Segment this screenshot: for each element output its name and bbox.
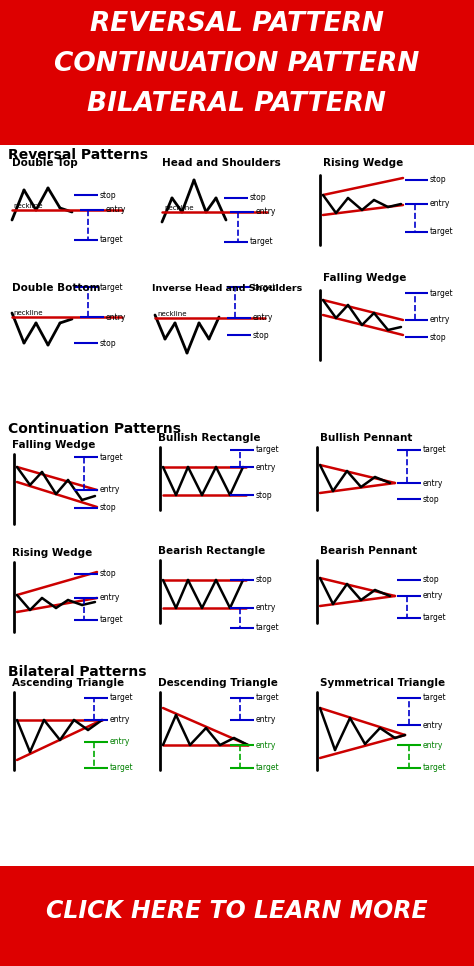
Text: Double Bottom: Double Bottom: [12, 283, 100, 293]
Text: target: target: [100, 452, 124, 462]
Text: stop: stop: [430, 176, 447, 185]
Text: neckline: neckline: [164, 205, 193, 211]
Text: Falling Wedge: Falling Wedge: [323, 273, 406, 283]
Text: Falling Wedge: Falling Wedge: [12, 440, 95, 450]
Text: target: target: [256, 445, 280, 454]
Bar: [0, 866, 474, 966]
Text: entry: entry: [423, 478, 443, 488]
Text: stop: stop: [253, 330, 270, 339]
Text: neckline: neckline: [157, 311, 186, 317]
Text: entry: entry: [110, 716, 130, 724]
Text: entry: entry: [423, 721, 443, 729]
Text: Descending Triangle: Descending Triangle: [158, 678, 278, 688]
Text: entry: entry: [256, 741, 276, 750]
Text: target: target: [423, 694, 447, 702]
Text: target: target: [423, 613, 447, 622]
Text: target: target: [250, 238, 273, 246]
Text: Bilateral Patterns: Bilateral Patterns: [8, 665, 146, 679]
Text: BILATERAL PATTERN: BILATERAL PATTERN: [88, 91, 386, 117]
Bar: [0, 0, 474, 145]
Text: entry: entry: [253, 314, 273, 323]
Text: Bearish Pennant: Bearish Pennant: [320, 546, 417, 556]
Text: Bullish Pennant: Bullish Pennant: [320, 433, 412, 443]
Text: entry: entry: [430, 316, 450, 325]
Text: entry: entry: [256, 716, 276, 724]
Text: target: target: [423, 445, 447, 454]
Text: Double Top: Double Top: [12, 158, 78, 168]
Text: Inverse Head and Shoulders: Inverse Head and Shoulders: [152, 284, 302, 293]
Text: stop: stop: [100, 190, 117, 200]
Text: entry: entry: [256, 208, 276, 216]
Text: target: target: [100, 615, 124, 624]
Text: entry: entry: [430, 200, 450, 209]
Text: stop: stop: [423, 576, 439, 584]
Text: stop: stop: [100, 570, 117, 579]
Text: Ascending Triangle: Ascending Triangle: [12, 678, 124, 688]
Text: target: target: [423, 763, 447, 773]
Text: stop: stop: [250, 193, 266, 203]
Text: Bullish Rectangle: Bullish Rectangle: [158, 433, 261, 443]
Text: Rising Wedge: Rising Wedge: [12, 548, 92, 558]
Text: target: target: [110, 694, 134, 702]
Text: target: target: [100, 282, 124, 292]
Text: CONTINUATION PATTERN: CONTINUATION PATTERN: [55, 51, 419, 77]
Text: entry: entry: [106, 312, 127, 322]
Text: target: target: [430, 228, 454, 237]
Text: stop: stop: [100, 338, 117, 348]
Text: target: target: [256, 623, 280, 633]
Text: target: target: [256, 763, 280, 773]
Text: entry: entry: [110, 737, 130, 747]
Text: entry: entry: [100, 486, 120, 495]
Text: entry: entry: [106, 206, 127, 214]
Text: Continuation Patterns: Continuation Patterns: [8, 422, 181, 436]
Text: Rising Wedge: Rising Wedge: [323, 158, 403, 168]
Text: target: target: [100, 236, 124, 244]
Text: entry: entry: [423, 591, 443, 601]
Text: entry: entry: [423, 741, 443, 750]
Text: neckline: neckline: [13, 310, 43, 316]
Text: Reversal Patterns: Reversal Patterns: [8, 148, 148, 162]
Text: Bearish Rectangle: Bearish Rectangle: [158, 546, 265, 556]
Text: CLICK HERE TO LEARN MORE: CLICK HERE TO LEARN MORE: [46, 899, 428, 923]
Text: neckline: neckline: [13, 203, 43, 209]
Text: Head and Shoulders: Head and Shoulders: [162, 158, 281, 168]
Text: Symmetrical Triangle: Symmetrical Triangle: [320, 678, 445, 688]
Text: stop: stop: [423, 495, 439, 503]
Text: target: target: [253, 282, 277, 292]
Text: stop: stop: [430, 332, 447, 342]
Text: stop: stop: [100, 503, 117, 513]
Text: entry: entry: [256, 463, 276, 471]
Text: stop: stop: [256, 576, 273, 584]
Text: target: target: [430, 289, 454, 298]
Text: stop: stop: [256, 491, 273, 499]
Text: entry: entry: [256, 604, 276, 612]
Text: target: target: [256, 694, 280, 702]
Text: entry: entry: [100, 593, 120, 603]
Text: REVERSAL PATTERN: REVERSAL PATTERN: [90, 11, 384, 37]
Text: target: target: [110, 763, 134, 773]
